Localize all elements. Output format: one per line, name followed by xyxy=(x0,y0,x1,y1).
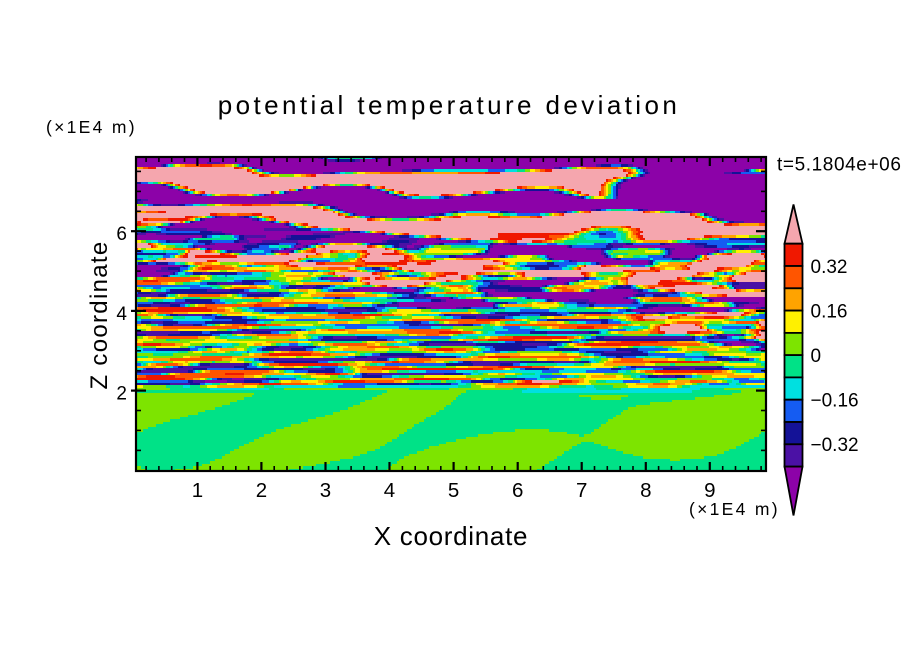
svg-text:t=5.1804e+06: t=5.1804e+06 xyxy=(777,155,901,176)
svg-text:6: 6 xyxy=(512,479,523,502)
svg-text:9: 9 xyxy=(704,479,715,502)
svg-text:−0.32: −0.32 xyxy=(811,435,859,456)
svg-text:4: 4 xyxy=(116,304,127,325)
svg-text:X coordinate: X coordinate xyxy=(374,521,528,551)
svg-text:2: 2 xyxy=(116,384,127,405)
svg-text:5: 5 xyxy=(448,479,459,502)
svg-text:(×1E4 m): (×1E4 m) xyxy=(689,499,780,519)
svg-text:3: 3 xyxy=(320,479,331,502)
svg-text:(×1E4 m): (×1E4 m) xyxy=(46,117,137,137)
svg-text:4: 4 xyxy=(384,479,395,502)
svg-text:8: 8 xyxy=(640,479,651,502)
svg-text:6: 6 xyxy=(116,224,127,245)
svg-text:0.32: 0.32 xyxy=(811,257,848,278)
svg-text:0.16: 0.16 xyxy=(811,301,848,322)
svg-text:potential temperature deviatio: potential temperature deviation xyxy=(218,90,680,120)
svg-text:1: 1 xyxy=(192,479,203,502)
svg-text:0: 0 xyxy=(811,346,822,367)
svg-text:2: 2 xyxy=(256,479,267,502)
svg-text:−0.16: −0.16 xyxy=(811,391,859,412)
svg-text:Z coordinate: Z coordinate xyxy=(86,240,113,389)
svg-text:7: 7 xyxy=(576,479,587,502)
